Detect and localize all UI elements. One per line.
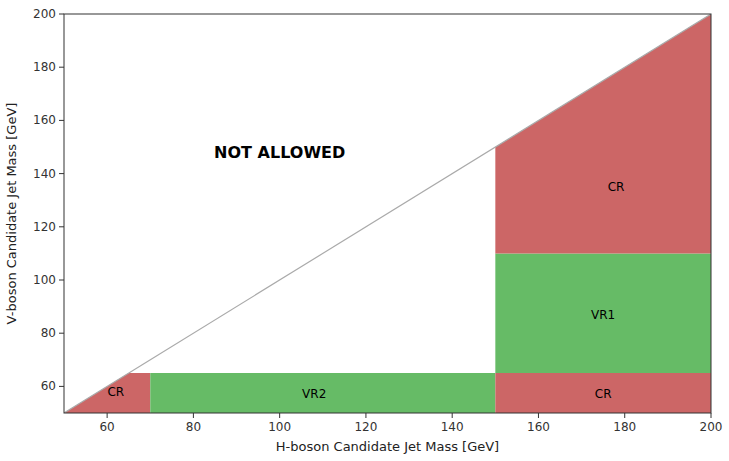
- y-tick: [59, 386, 64, 387]
- region: [150, 373, 495, 413]
- x-tick-label: 180: [613, 420, 636, 434]
- y-tick: [59, 333, 64, 334]
- y-tick-label: 100: [33, 273, 56, 287]
- y-tick: [59, 14, 64, 15]
- chart: 60 80 100 120 140 160 180 200 60 80 100 120 140 160 18…: [0, 0, 729, 461]
- y-tick: [59, 173, 64, 174]
- region: [495, 14, 711, 253]
- y-tick-label: 200: [33, 7, 56, 21]
- x-tick: [193, 413, 194, 418]
- y-tick-label: 160: [33, 113, 56, 127]
- x-tick: [452, 413, 453, 418]
- x-tick-label: 100: [268, 420, 291, 434]
- x-tick: [711, 413, 712, 418]
- region-label: CR: [608, 180, 625, 194]
- plot-frame: [64, 14, 711, 413]
- region-label: CR: [595, 387, 612, 401]
- y-tick-label: 80: [41, 326, 56, 340]
- x-tick: [107, 413, 108, 418]
- region-label: VR1: [591, 308, 615, 322]
- y-tick-label: 120: [33, 220, 56, 234]
- region: [64, 373, 150, 413]
- y-tick-label: 60: [41, 379, 56, 393]
- plot-background: [64, 14, 711, 413]
- y-tick: [59, 120, 64, 121]
- y-tick: [59, 226, 64, 227]
- y-tick: [59, 280, 64, 281]
- x-tick-label: 60: [99, 420, 114, 434]
- x-tick: [624, 413, 625, 418]
- x-tick: [538, 413, 539, 418]
- x-tick: [365, 413, 366, 418]
- y-tick-label: 180: [33, 60, 56, 74]
- y-tick-label: 140: [33, 167, 56, 181]
- x-tick-label: 140: [441, 420, 464, 434]
- x-tick: [279, 413, 280, 418]
- diagonal-line: [64, 14, 711, 413]
- region-note: NOT ALLOWED: [214, 143, 345, 162]
- region-label: CR: [107, 385, 124, 399]
- region-label: VR2: [302, 387, 326, 401]
- region: [495, 373, 711, 413]
- x-axis-label: H-boson Candidate Jet Mass [GeV]: [276, 439, 499, 454]
- x-tick-label: 80: [186, 420, 201, 434]
- plot-area: [64, 14, 711, 413]
- y-axis-label: V-boson Candidate Jet Mass [GeV]: [4, 103, 19, 325]
- x-tick-label: 160: [527, 420, 550, 434]
- region: [495, 253, 711, 373]
- x-tick-label: 120: [354, 420, 377, 434]
- x-tick-label: 200: [700, 420, 723, 434]
- y-tick: [59, 67, 64, 68]
